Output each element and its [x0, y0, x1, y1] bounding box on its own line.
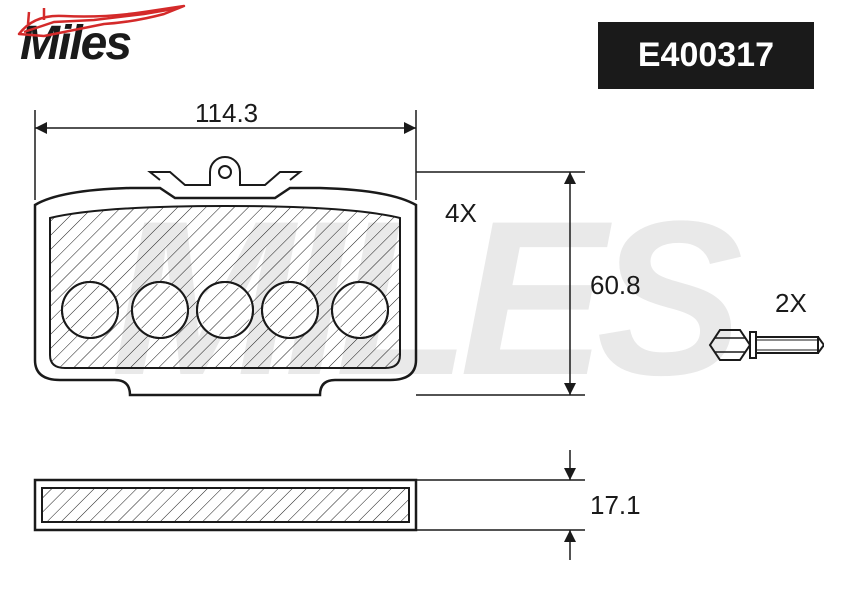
dim-height	[416, 172, 585, 395]
diagram-content: Miles E400317	[0, 0, 844, 597]
thickness-value: 17.1	[590, 490, 641, 521]
part-code: E400317	[638, 36, 774, 74]
technical-drawing: 114.3 60.8 17.1 4X 2X	[20, 110, 824, 580]
dim-thickness	[416, 450, 585, 560]
pad-qty: 4X	[445, 198, 477, 229]
part-code-badge: E400317	[598, 22, 814, 89]
brake-pad-side	[35, 480, 416, 530]
bolt-drawing	[710, 330, 824, 360]
bolt-qty: 2X	[775, 288, 807, 319]
brake-pad-front	[35, 157, 416, 395]
height-value: 60.8	[590, 270, 641, 301]
greyhound-icon	[14, 4, 214, 44]
brand-logo: Miles	[20, 16, 210, 86]
width-value: 114.3	[195, 98, 258, 129]
